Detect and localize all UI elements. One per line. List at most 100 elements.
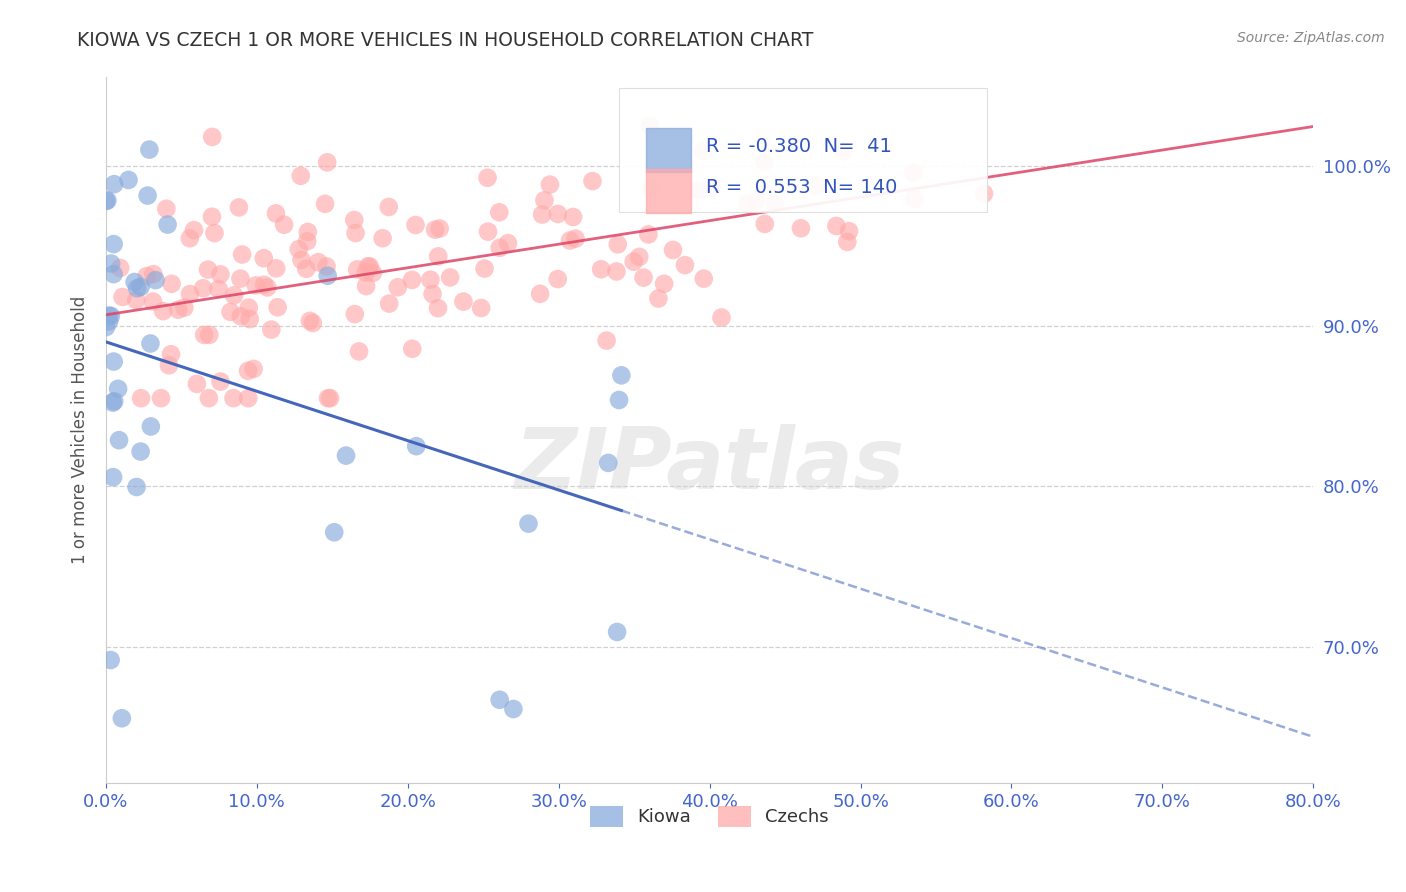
- Point: [754, 217, 776, 231]
- Y-axis label: 1 or more Vehicles in Household: 1 or more Vehicles in Household: [72, 296, 89, 565]
- Point: [335, 449, 357, 463]
- Point: [295, 261, 318, 276]
- Point: [222, 391, 245, 405]
- Point: [344, 226, 367, 240]
- Point: [229, 271, 252, 285]
- Point: [228, 201, 250, 215]
- Point: [245, 278, 267, 293]
- Point: [607, 392, 630, 407]
- Point: [108, 433, 131, 447]
- Point: [103, 178, 125, 192]
- Point: [142, 294, 165, 309]
- Point: [562, 210, 585, 224]
- Point: [179, 231, 201, 245]
- Point: [319, 391, 342, 405]
- Point: [343, 213, 366, 227]
- Point: [160, 347, 183, 361]
- Point: [139, 419, 162, 434]
- Point: [186, 376, 208, 391]
- Point: [564, 231, 586, 245]
- Point: [423, 222, 446, 236]
- Point: [150, 391, 173, 405]
- Point: [103, 237, 125, 252]
- Point: [260, 323, 283, 337]
- Point: [253, 277, 276, 292]
- Point: [301, 316, 323, 330]
- Text: ZIPatlas: ZIPatlas: [515, 424, 904, 507]
- Point: [290, 252, 312, 267]
- Point: [427, 249, 450, 263]
- Point: [496, 236, 519, 251]
- Point: [124, 275, 146, 289]
- Point: [405, 439, 427, 453]
- Point: [209, 268, 232, 282]
- Point: [142, 267, 165, 281]
- Point: [201, 210, 224, 224]
- Point: [253, 251, 276, 265]
- Point: [652, 277, 675, 291]
- Point: [117, 173, 139, 187]
- FancyBboxPatch shape: [619, 88, 987, 211]
- Point: [295, 234, 318, 248]
- Point: [145, 273, 167, 287]
- Point: [201, 130, 224, 145]
- Point: [973, 186, 995, 201]
- Text: Source: ZipAtlas.com: Source: ZipAtlas.com: [1237, 31, 1385, 45]
- Point: [107, 382, 129, 396]
- Point: [453, 294, 475, 309]
- Point: [103, 394, 125, 409]
- Point: [101, 470, 124, 484]
- Point: [135, 269, 157, 284]
- Point: [111, 711, 134, 725]
- Point: [354, 265, 377, 279]
- Point: [401, 273, 423, 287]
- Point: [790, 221, 813, 235]
- Point: [405, 218, 427, 232]
- Point: [136, 188, 159, 202]
- Point: [647, 292, 669, 306]
- Point: [125, 480, 148, 494]
- Point: [219, 305, 242, 319]
- Point: [806, 178, 828, 193]
- Point: [273, 218, 295, 232]
- Point: [606, 237, 628, 252]
- Point: [745, 194, 768, 208]
- Point: [361, 266, 384, 280]
- Point: [129, 391, 152, 405]
- Point: [160, 277, 183, 291]
- Point: [100, 256, 122, 270]
- Point: [197, 262, 219, 277]
- Point: [673, 258, 696, 272]
- Point: [209, 375, 232, 389]
- Point: [693, 271, 716, 285]
- Point: [825, 219, 848, 233]
- Point: [198, 327, 221, 342]
- Point: [298, 314, 321, 328]
- Point: [354, 279, 377, 293]
- Point: [231, 247, 253, 261]
- Point: [127, 281, 149, 295]
- Point: [98, 314, 121, 328]
- Point: [100, 309, 122, 323]
- Point: [193, 327, 215, 342]
- Point: [387, 280, 409, 294]
- Point: [628, 250, 651, 264]
- Point: [204, 226, 226, 240]
- Point: [307, 255, 329, 269]
- Point: [357, 259, 380, 273]
- Point: [103, 267, 125, 281]
- Point: [316, 268, 339, 283]
- Point: [488, 692, 510, 706]
- Point: [191, 281, 214, 295]
- Point: [290, 169, 312, 183]
- Text: KIOWA VS CZECH 1 OR MORE VEHICLES IN HOUSEHOLD CORRELATION CHART: KIOWA VS CZECH 1 OR MORE VEHICLES IN HOU…: [77, 31, 814, 50]
- Point: [637, 227, 659, 242]
- Point: [633, 270, 655, 285]
- Point: [238, 301, 260, 315]
- Point: [477, 225, 499, 239]
- Point: [547, 272, 569, 286]
- Point: [155, 202, 177, 216]
- Point: [152, 304, 174, 318]
- Point: [832, 144, 855, 158]
- Point: [429, 221, 451, 235]
